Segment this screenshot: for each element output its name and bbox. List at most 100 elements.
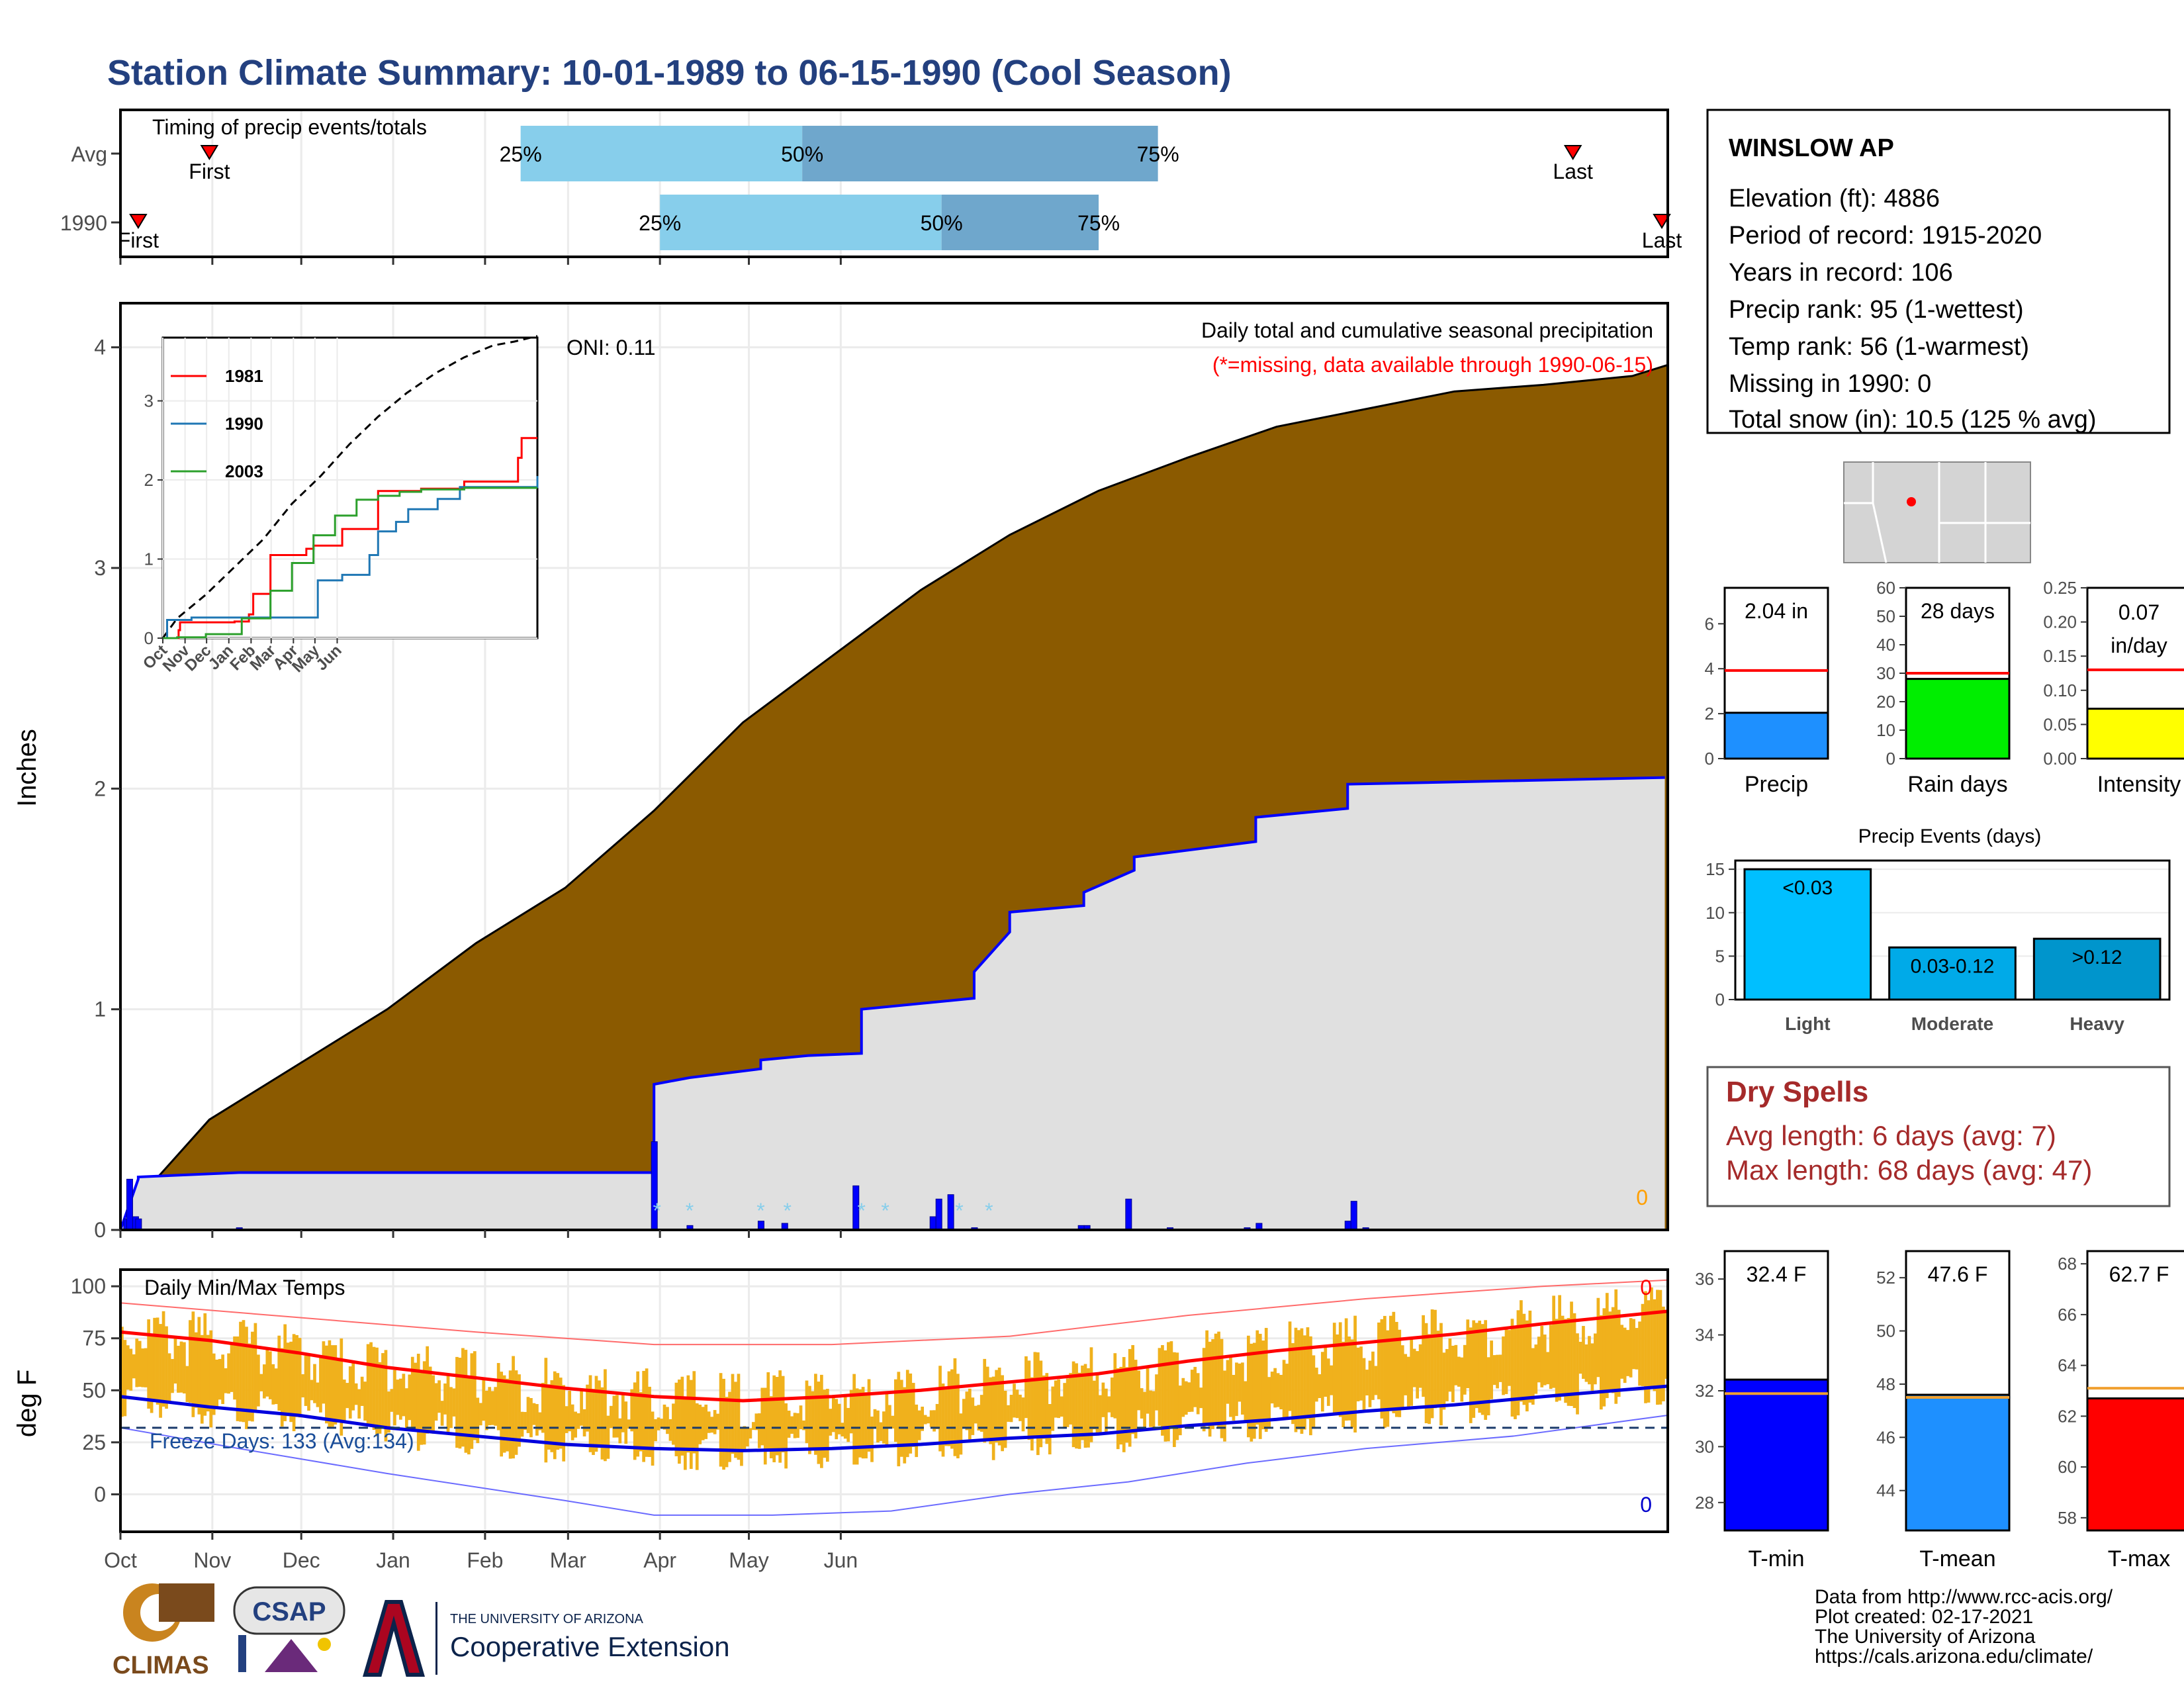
daily-temp-bar: [1502, 1336, 1505, 1395]
inset-y-tick-label: 2: [144, 470, 154, 490]
daily-temp-bar: [1638, 1321, 1641, 1386]
daily-temp-bar: [265, 1348, 269, 1397]
summary-y-tick-label: 50: [1876, 606, 1895, 626]
station-line: Missing in 1990: 0: [1729, 370, 1931, 398]
daily-temp-bar: [490, 1391, 494, 1425]
daily-temp-bar: [888, 1405, 891, 1427]
daily-temp-bar: [672, 1403, 675, 1445]
daily-temp-bar: [1193, 1366, 1197, 1407]
daily-temp-bar: [891, 1415, 895, 1429]
daily-temp-bar: [754, 1413, 758, 1430]
daily-temp-bar: [971, 1397, 975, 1435]
daily-temp-bar: [230, 1344, 234, 1392]
daily-temp-bar: [648, 1386, 651, 1458]
daily-temp-bar: [823, 1389, 827, 1458]
daily-temp-bar: [1258, 1333, 1262, 1439]
daily-temp-bar: [760, 1387, 764, 1446]
summary-y-tick-label: 0.10: [2043, 680, 2077, 700]
daily-temp-bar: [763, 1387, 767, 1465]
summary-panel-label: T-min: [1749, 1546, 1805, 1571]
daily-temp-bar: [1089, 1347, 1093, 1442]
daily-temp-bar: [1294, 1327, 1298, 1432]
daily-temp-bar: [594, 1376, 598, 1452]
missing-marker: *: [686, 1199, 694, 1223]
daily-temp-bar: [535, 1404, 539, 1436]
daily-temp-bar: [1045, 1373, 1049, 1444]
daily-temp-bar: [544, 1358, 548, 1463]
timing-q50-label: 50%: [921, 211, 963, 235]
daily-temp-bar: [1190, 1370, 1194, 1412]
daily-temp-bar: [858, 1389, 862, 1458]
daily-temp-bar: [496, 1363, 500, 1430]
daily-temp-bar: [1445, 1348, 1449, 1401]
daily-temp-bar: [772, 1375, 776, 1463]
daily-temp-bar: [1662, 1306, 1665, 1401]
daily-temp-bar: [1338, 1322, 1342, 1417]
daily-temp-bar: [1252, 1342, 1256, 1439]
daily-temp-bar: [1241, 1362, 1244, 1415]
daily-temp-bar: [731, 1374, 735, 1454]
summary-y-tick-label: 60: [2058, 1457, 2077, 1477]
daily-temp-bar: [968, 1388, 972, 1440]
station-info-box: WINSLOW AP Elevation (ft): 4886 Period o…: [1706, 109, 2171, 434]
daily-temp-bar: [1069, 1373, 1072, 1425]
missing-marker: *: [985, 1199, 993, 1223]
daily-temp-bar: [251, 1331, 254, 1422]
daily-temp-bar: [894, 1379, 897, 1442]
daily-temp-bar: [1608, 1311, 1612, 1393]
daily-temp-bar: [1567, 1317, 1570, 1406]
daily-temp-bar: [1250, 1343, 1253, 1442]
inset-legend-label: 1990: [225, 414, 263, 434]
daily-temp-bar: [1371, 1351, 1375, 1400]
month-tick-label: Oct: [104, 1548, 137, 1572]
timing-last-marker: [1563, 145, 1582, 160]
timing-row-label: 1990: [60, 211, 107, 235]
temp-summary-panels: 32.4 F 28 30 32 34 36 T-min 47.6 F 44 46 48 50 52 T-m…: [1695, 1250, 2184, 1571]
daily-temp-bar: [506, 1378, 509, 1452]
daily-temp-bar: [1520, 1300, 1523, 1402]
timing-q75-label: 75%: [1077, 211, 1120, 235]
daily-temp-bar: [1019, 1394, 1022, 1421]
credits: Data from http://www.rcc-acis.org/ Plot …: [1815, 1586, 2113, 1667]
daily-temp-bar: [582, 1409, 586, 1436]
daily-temp-bar: [1255, 1330, 1259, 1425]
daily-temp-bar: [985, 1366, 989, 1440]
daily-temp-bar: [532, 1403, 536, 1425]
daily-temp-bar: [1614, 1289, 1618, 1404]
daily-temp-bar: [734, 1382, 737, 1458]
daily-temp-bar: [1492, 1355, 1496, 1385]
summary-y-tick-label: 60: [1876, 578, 1895, 598]
daily-temp-bar: [1564, 1319, 1567, 1403]
daily-temp-bar: [651, 1411, 655, 1466]
daily-temp-bar: [674, 1382, 678, 1456]
daily-temp-bar: [1288, 1321, 1292, 1411]
daily-temp-bar: [704, 1404, 708, 1439]
daily-temp-bar: [592, 1389, 595, 1455]
daily-temp-bar: [841, 1423, 844, 1436]
summary-value-label: 28 days: [1921, 599, 1995, 623]
daily-temp-bar: [1406, 1356, 1410, 1408]
daily-precip-bar: [1350, 1201, 1357, 1231]
daily-temp-bar: [1309, 1336, 1312, 1436]
daily-temp-bar: [1007, 1405, 1010, 1422]
summary-value-unit: in/day: [2111, 633, 2167, 657]
daily-temp-bar: [1312, 1355, 1316, 1429]
daily-temp-bar: [1226, 1360, 1230, 1404]
daily-temp-bar: [959, 1413, 963, 1455]
daily-temp-bar: [1416, 1351, 1419, 1399]
daily-temp-bar: [319, 1356, 322, 1413]
timing-bar-q25-q50: [520, 126, 803, 181]
daily-temp-bar: [1119, 1366, 1123, 1445]
daily-temp-bar: [1211, 1339, 1214, 1429]
events-category-label: Moderate: [1911, 1013, 1993, 1034]
daily-temp-bar: [476, 1397, 480, 1444]
daily-temp-bar: [236, 1336, 240, 1421]
daily-temp-bar: [538, 1412, 542, 1430]
daily-temp-bar: [1066, 1378, 1069, 1427]
daily-temp-bar: [1635, 1328, 1639, 1370]
precip-y-tick-label: 2: [94, 776, 106, 800]
daily-temp-bar: [746, 1427, 749, 1447]
daily-temp-bar: [600, 1387, 604, 1460]
daily-temp-bar: [1422, 1315, 1425, 1397]
missing-marker: *: [858, 1199, 866, 1223]
